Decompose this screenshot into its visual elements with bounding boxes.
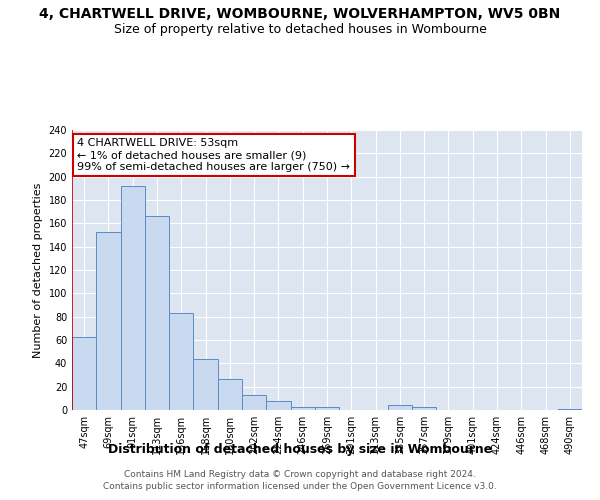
Bar [96,232,121,410]
Bar [558,409,582,410]
Text: 4 CHARTWELL DRIVE: 53sqm
← 1% of detached houses are smaller (9)
99% of semi-det: 4 CHARTWELL DRIVE: 53sqm ← 1% of detache… [77,138,350,172]
Bar [121,186,145,410]
Y-axis label: Number of detached properties: Number of detached properties [33,182,43,358]
Bar [388,406,412,410]
Text: Size of property relative to detached houses in Wombourne: Size of property relative to detached ho… [113,22,487,36]
Bar [193,358,218,410]
Bar [412,406,436,410]
Bar [290,406,315,410]
Bar [169,313,193,410]
Text: Contains public sector information licensed under the Open Government Licence v3: Contains public sector information licen… [103,482,497,491]
Bar [315,406,339,410]
Bar [266,400,290,410]
Text: Distribution of detached houses by size in Wombourne: Distribution of detached houses by size … [108,442,492,456]
Bar [218,378,242,410]
Bar [145,216,169,410]
Bar [242,395,266,410]
Bar [72,336,96,410]
Text: 4, CHARTWELL DRIVE, WOMBOURNE, WOLVERHAMPTON, WV5 0BN: 4, CHARTWELL DRIVE, WOMBOURNE, WOLVERHAM… [40,8,560,22]
Text: Contains HM Land Registry data © Crown copyright and database right 2024.: Contains HM Land Registry data © Crown c… [124,470,476,479]
